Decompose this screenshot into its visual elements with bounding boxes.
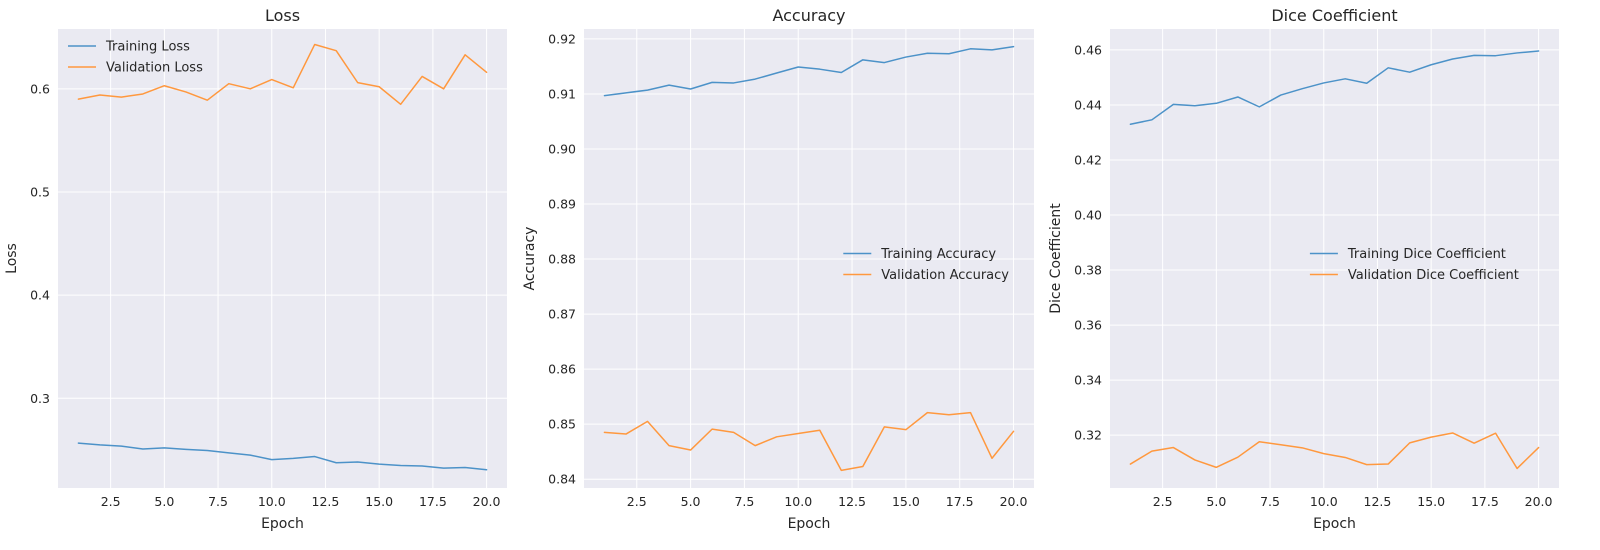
legend: Training Dice Coefficient Validation Dice… xyxy=(1309,247,1519,283)
x-tick-label: 10.0 xyxy=(1310,494,1338,509)
x-tick-label: 5.0 xyxy=(1206,494,1226,509)
x-tick-label: 20.0 xyxy=(473,494,501,509)
x-tick-label: 7.5 xyxy=(734,494,754,509)
x-tick-label: 17.5 xyxy=(946,494,974,509)
y-tick-label: 0.90 xyxy=(548,141,576,156)
x-tick-label: 5.0 xyxy=(154,494,174,509)
chart-title: Dice Coefficient xyxy=(1271,6,1397,25)
legend: Training Accuracy Validation Accuracy xyxy=(843,247,1009,283)
legend-label: Validation Dice Coefficient xyxy=(1348,268,1519,283)
x-tick-label: 10.0 xyxy=(784,494,812,509)
y-axis-label: Accuracy xyxy=(522,227,538,291)
y-tick-label: 0.89 xyxy=(548,197,576,212)
legend-label: Training Loss xyxy=(105,40,190,55)
y-tick-label: 0.6 xyxy=(30,81,50,96)
x-tick-label: 15.0 xyxy=(1417,494,1445,509)
y-axis-label: Loss xyxy=(4,243,20,274)
chart-dice: 2.5 5.0 7.5 10.0 12.5 15.0 17.5 20.0 0.32 0.34 0.3… xyxy=(1048,6,1559,532)
x-tick-label: 15.0 xyxy=(892,494,920,509)
x-tick-label: 2.5 xyxy=(1153,494,1173,509)
legend-label: Validation Accuracy xyxy=(881,268,1009,283)
y-tick-label: 0.46 xyxy=(1074,42,1102,57)
chart-title: Loss xyxy=(265,6,300,25)
x-tick-label: 12.5 xyxy=(312,494,340,509)
y-tick-label: 0.32 xyxy=(1074,428,1102,443)
x-axis-label: Epoch xyxy=(261,516,304,532)
y-tick-label: 0.36 xyxy=(1074,318,1102,333)
series-line-validation xyxy=(1129,432,1540,470)
y-tick-label: 0.42 xyxy=(1074,152,1102,167)
chart-accuracy: 2.5 5.0 7.5 10.0 12.5 15.0 17.5 20.0 0.84 0.85 0.8… xyxy=(522,6,1034,532)
chart-loss: 2.5 5.0 7.5 10.0 12.5 15.0 17.5 20.0 0.3 0.4 0.5 0.… xyxy=(4,6,507,532)
series-line-training xyxy=(77,442,488,471)
y-tick-label: 0.5 xyxy=(30,184,50,199)
x-tick-label: 12.5 xyxy=(838,494,866,509)
y-tick-label: 0.87 xyxy=(548,307,576,322)
x-tick-label: 17.5 xyxy=(1471,494,1499,509)
x-tick-label: 17.5 xyxy=(419,494,447,509)
x-axis-label: Epoch xyxy=(1313,516,1356,532)
y-tick-label: 0.3 xyxy=(30,391,50,406)
x-tick-label: 5.0 xyxy=(681,494,701,509)
chart-title: Accuracy xyxy=(772,6,845,25)
series-line-validation xyxy=(77,43,488,106)
y-tick-label: 0.86 xyxy=(548,362,576,377)
series-line-training xyxy=(1129,50,1540,125)
x-tick-label: 2.5 xyxy=(627,494,647,509)
x-tick-label: 2.5 xyxy=(101,494,121,509)
x-tick-label: 12.5 xyxy=(1364,494,1392,509)
plot-area xyxy=(58,29,507,488)
x-tick-label: 7.5 xyxy=(208,494,228,509)
x-axis-label: Epoch xyxy=(788,516,831,532)
series-line-training xyxy=(603,45,1015,97)
y-tick-label: 0.85 xyxy=(548,417,576,432)
series-line-validation xyxy=(603,411,1015,472)
y-tick-label: 0.44 xyxy=(1074,97,1102,112)
legend: Training Loss Validation Loss xyxy=(68,40,203,76)
legend-label: Training Accuracy xyxy=(880,247,996,262)
y-axis-label: Dice Coefficient xyxy=(1048,203,1064,314)
y-tick-label: 0.34 xyxy=(1074,373,1102,388)
y-tick-label: 0.4 xyxy=(30,288,50,303)
legend-label: Validation Loss xyxy=(106,61,203,76)
legend-label: Training Dice Coefficient xyxy=(1347,247,1506,262)
x-tick-label: 7.5 xyxy=(1260,494,1280,509)
x-tick-label: 20.0 xyxy=(1000,494,1028,509)
y-tick-label: 0.40 xyxy=(1074,208,1102,223)
x-tick-label: 20.0 xyxy=(1525,494,1553,509)
plot-area xyxy=(584,29,1034,488)
y-tick-label: 0.38 xyxy=(1074,263,1102,278)
y-tick-label: 0.92 xyxy=(548,31,576,46)
y-tick-label: 0.84 xyxy=(548,472,576,487)
x-tick-label: 10.0 xyxy=(258,494,286,509)
y-tick-label: 0.91 xyxy=(548,86,576,101)
x-tick-label: 15.0 xyxy=(365,494,393,509)
y-tick-label: 0.88 xyxy=(548,252,576,267)
